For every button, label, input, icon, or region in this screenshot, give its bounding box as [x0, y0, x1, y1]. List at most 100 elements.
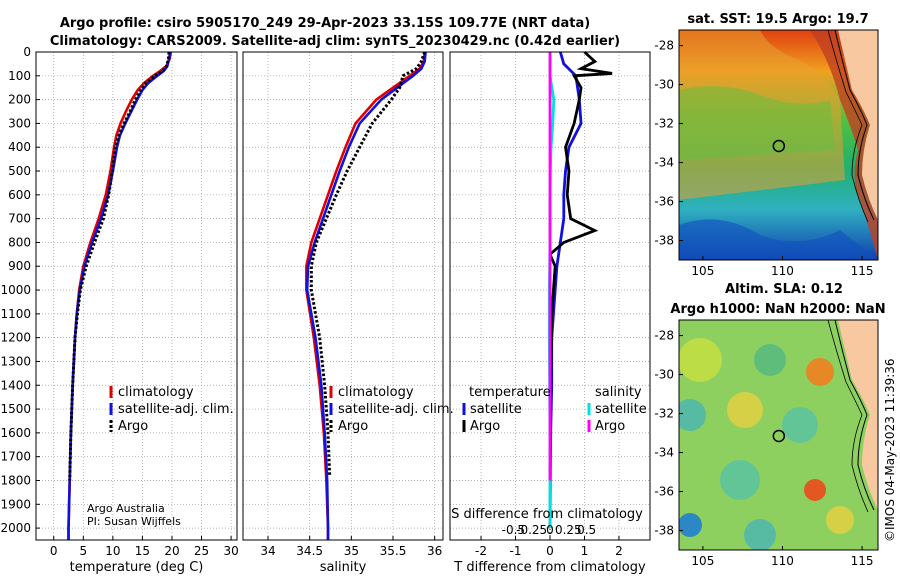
x-tick-label: 36	[427, 544, 442, 558]
top-tick-label: -0.25	[516, 523, 547, 537]
y-tick-label: 800	[8, 235, 31, 249]
sal-legend-argo: Argo	[338, 419, 368, 434]
sla-blob	[826, 506, 854, 534]
sla-isobath	[827, 320, 869, 513]
map-x-tick-label: 105	[691, 554, 714, 568]
credit-line-2: PI: Susan Wijffels	[87, 515, 181, 528]
series-climatology	[67, 51, 173, 540]
map-y-tick-label: -28	[654, 329, 674, 343]
sla-map-title: Altim. SLA: 0.12	[725, 282, 843, 297]
x-tick-label: -1	[510, 544, 522, 558]
sst-map: sat. SST: 19.5 Argo: 19.7 105 110 115 -28 -3…	[654, 12, 879, 278]
map-x-tick-label: 110	[771, 264, 794, 278]
timestamp: ©IMOS 04-May-2023 11:39:36	[883, 358, 897, 542]
x-tick-label: 0	[546, 544, 554, 558]
sla-blob	[679, 399, 706, 431]
x-tick-label: 34.5	[296, 544, 323, 558]
sla-map-subtitle: Argo h1000: NaN h2000: NaN	[670, 302, 885, 317]
sla-float-marker	[772, 429, 786, 443]
y-tick-label: 1700	[0, 450, 31, 464]
map-y-tick-label: -38	[654, 524, 674, 538]
salinity-panel: 34 34.5 35 35.5 36 salinity	[242, 51, 444, 575]
credit-line-1: Argo Australia	[87, 502, 165, 515]
map-y-tick-label: -30	[654, 368, 674, 382]
sla-blob	[727, 392, 763, 428]
difference-panel: -2 -1 0 1 2 T difference from climatology S di…	[449, 50, 651, 575]
title-line-2: Climatology: CARS2009. Satellite-adj cli…	[50, 34, 620, 49]
map-y-tick-label: -28	[654, 39, 674, 53]
x-tick-label: 2	[615, 544, 623, 558]
diff-legend-sal-argo: Argo	[595, 419, 625, 434]
map-y-tick-label: -32	[654, 407, 674, 421]
sla-blob	[804, 479, 826, 501]
sla-map-axes: 105 110 115 -28 -30 -32 -34 -36 -38	[654, 329, 873, 568]
sla-blob	[679, 338, 722, 382]
y-tick-label: 1800	[0, 473, 31, 487]
sla-blob	[754, 344, 786, 376]
series-argo	[68, 51, 171, 481]
y-tick-label: 2000	[0, 521, 31, 535]
sla-map: Altim. SLA: 0.12 Argo h1000: NaN h2000: …	[654, 282, 885, 568]
y-tick-label: 1200	[0, 331, 31, 345]
sst-map-axes: 105 110 115 -28 -30 -32 -34 -36 -38	[654, 39, 873, 278]
x-tick-label: 15	[135, 544, 150, 558]
legend-climatology: climatology	[118, 385, 194, 400]
legend-argo: Argo	[118, 419, 148, 434]
series-climatology	[305, 51, 426, 540]
sla-coastline	[834, 320, 875, 511]
x-tick-label: 35.5	[380, 544, 407, 558]
sal-legend-satellite: satellite-adj. clim.	[338, 402, 454, 417]
sst-float-marker	[772, 139, 786, 153]
sla-blob	[744, 519, 776, 550]
temperature-panel: 0 5 10 15 20 25 30 temperature (deg C) 0 100 200 30…	[0, 45, 238, 575]
top-tick-label: 0.5	[577, 523, 596, 537]
y-tick-label: 200	[8, 93, 31, 107]
y-tick-label: 1900	[0, 497, 31, 511]
legend-satellite-clim: satellite-adj. clim.	[118, 402, 234, 417]
map-x-tick-label: 110	[771, 554, 794, 568]
diff-legend-temp-argo: Argo	[470, 419, 500, 434]
y-tick-label: 300	[8, 116, 31, 130]
sst-map-frame	[678, 29, 879, 261]
sst-green-band	[679, 86, 835, 160]
sla-blob	[806, 358, 834, 386]
top-tick-label: 0.25	[555, 523, 582, 537]
x-tick-label: 5	[79, 544, 87, 558]
y-tick-label: 1500	[0, 402, 31, 416]
map-y-tick-label: -32	[654, 117, 674, 131]
sal-legend-climatology: climatology	[338, 385, 414, 400]
y-tick-label: 1600	[0, 426, 31, 440]
y-tick-label: 700	[8, 212, 31, 226]
y-tick-label: 900	[8, 259, 31, 273]
sla-blob	[679, 513, 702, 537]
sst-cold-region	[679, 219, 878, 260]
map-x-tick-label: 115	[851, 554, 874, 568]
series-argo	[309, 51, 427, 476]
map-x-tick-label: 115	[851, 264, 874, 278]
x-tick-label: 25	[194, 544, 209, 558]
x-tick-label: 0	[50, 544, 58, 558]
sst-land	[838, 30, 878, 220]
map-y-tick-label: -38	[654, 234, 674, 248]
y-tick-label: 1400	[0, 378, 31, 392]
y-tick-label: 400	[8, 140, 31, 154]
x-tick-label: 10	[105, 544, 120, 558]
x-tick-label: 30	[223, 544, 238, 558]
sla-map-frame	[678, 319, 879, 551]
diff-legend-sal-header: salinity	[595, 385, 642, 400]
x-tick-label: 20	[164, 544, 179, 558]
diff-legend-sal-satellite: satellite	[595, 402, 647, 417]
plot-frame	[242, 51, 444, 541]
x-tick-label: 1	[581, 544, 589, 558]
salinity-legend: climatology satellite-adj. clim. Argo	[329, 385, 454, 434]
x-tick-label: 34	[260, 544, 275, 558]
top-tick-label: 0	[546, 523, 554, 537]
sla-blob	[720, 460, 760, 500]
x-axis-label: T difference from climatology	[453, 560, 646, 575]
x-axis-label: salinity	[320, 560, 367, 575]
map-y-tick-label: -36	[654, 485, 674, 499]
plot-frame	[35, 51, 238, 541]
x-tick-label: 35	[344, 544, 359, 558]
map-y-tick-label: -34	[654, 156, 674, 170]
